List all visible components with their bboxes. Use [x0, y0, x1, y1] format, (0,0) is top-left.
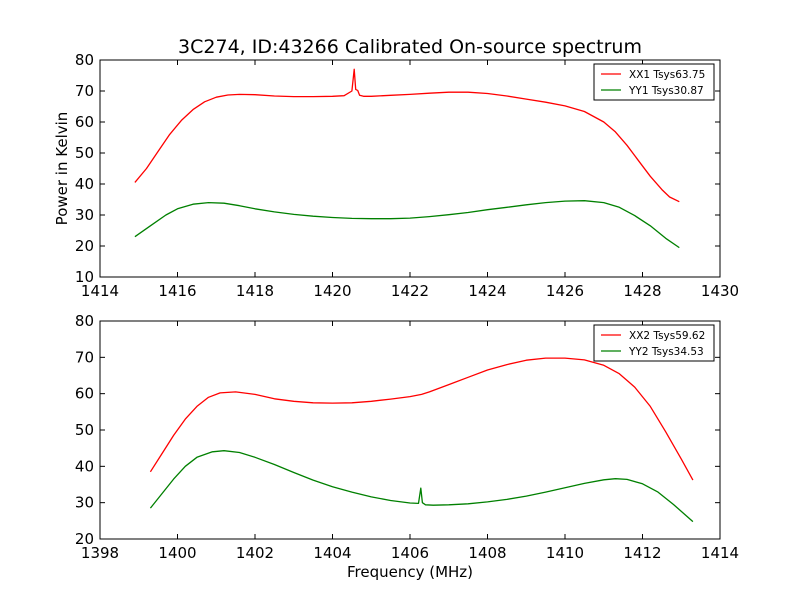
x-tick-label: 1426: [546, 282, 584, 300]
y-tick-label: 40: [75, 175, 94, 193]
y-tick-label: 30: [75, 494, 94, 512]
x-tick-label: 1406: [391, 544, 429, 562]
series-line-yy1: [134, 200, 680, 249]
legend-label: YY1 Tsys30.87: [628, 85, 704, 97]
legend-label: XX1 Tsys63.75: [629, 69, 705, 81]
y-axis-label: Power in Kelvin: [53, 112, 71, 226]
x-tick-label: 1408: [468, 544, 506, 562]
x-tick-label: 1422: [391, 282, 429, 300]
x-tick-label: 1418: [236, 282, 274, 300]
y-tick-label: 80: [75, 51, 94, 69]
y-tick-label: 60: [75, 113, 94, 131]
y-tick-label: 20: [75, 237, 94, 255]
series-line-xx2: [149, 357, 694, 481]
x-tick-label: 1404: [313, 544, 351, 562]
y-tick-label: 40: [75, 457, 94, 475]
legend-label: XX2 Tsys59.62: [629, 330, 705, 342]
y-tick-label: 50: [75, 421, 94, 439]
x-tick-label: 1402: [236, 544, 274, 562]
legend-box: [593, 63, 715, 101]
x-tick-label: 1400: [158, 544, 196, 562]
x-tick-label: 1412: [623, 544, 661, 562]
x-axis-label: Frequency (MHz): [347, 563, 473, 581]
y-tick-label: 10: [75, 268, 94, 286]
x-tick-label: 1416: [158, 282, 196, 300]
legend: XX2 Tsys59.62 YY2 Tsys34.53: [593, 324, 715, 362]
y-tick-label: 70: [75, 82, 94, 100]
figure-title: 3C274, ID:43266 Calibrated On-source spe…: [178, 36, 642, 58]
legend: XX1 Tsys63.75 YY1 Tsys30.87: [593, 63, 715, 101]
y-tick-label: 80: [75, 312, 94, 330]
x-tick-label: 1410: [546, 544, 584, 562]
y-tick-label: 20: [75, 530, 94, 548]
legend-box: [593, 324, 715, 362]
bottom-subplot: 1398 1400 1402 1404 1406 1408 1410 1412 1414 20 30…: [75, 312, 739, 581]
y-tick-label: 30: [75, 206, 94, 224]
series-line-yy2: [149, 450, 694, 523]
top-subplot: 1414 1416 1418 1420 1422 1424 1426 1428 1430 10 20…: [53, 51, 739, 300]
x-tick-label: 1398: [81, 544, 119, 562]
x-tick-label: 1420: [313, 282, 351, 300]
y-tick-label: 70: [75, 348, 94, 366]
series-line-xx1: [134, 68, 680, 203]
x-tick-label: 1414: [701, 544, 739, 562]
x-tick-label: 1430: [701, 282, 739, 300]
x-tick-label: 1424: [468, 282, 506, 300]
x-tick-label: 1414: [81, 282, 119, 300]
y-tick-label: 60: [75, 385, 94, 403]
x-tick-label: 1428: [623, 282, 661, 300]
legend-label: YY2 Tsys34.53: [628, 346, 704, 358]
y-tick-label: 50: [75, 144, 94, 162]
